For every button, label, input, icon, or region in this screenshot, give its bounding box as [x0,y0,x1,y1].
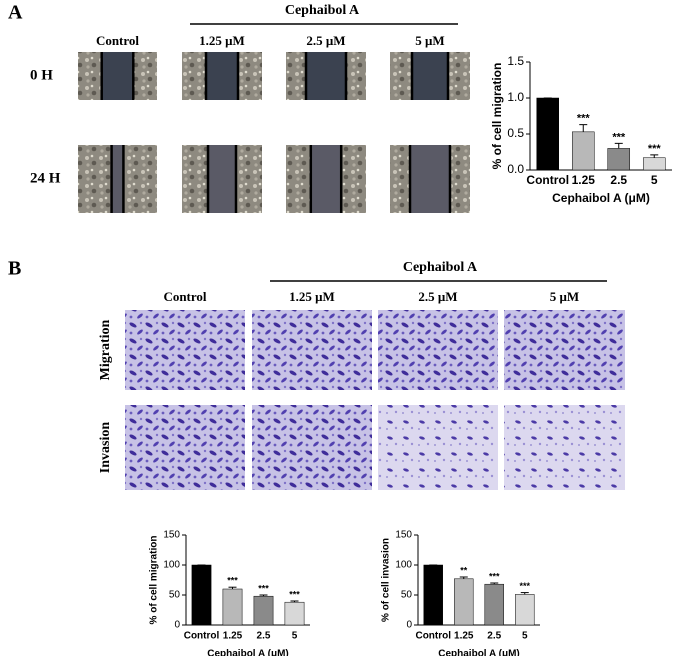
column-label: 5 μM [550,289,579,304]
significance: *** [612,131,626,143]
significance: *** [519,581,530,591]
scratch [111,145,124,213]
scratch [206,52,238,100]
row-label: 0 H [30,67,53,83]
column-label: 1.25 μM [199,33,245,48]
y-tick-label: 1.0 [507,90,524,104]
x-tick-label: Control [184,631,220,642]
scratch [306,52,346,100]
column-label: 1.25 μM [289,289,335,304]
bar [253,595,274,626]
scratch [410,145,450,213]
panel-label: A [8,2,23,24]
scratch [310,145,342,213]
x-axis-label: Cephaibol A (μM) [552,191,650,205]
row-label: Invasion [98,422,113,474]
bar [571,131,595,171]
y-tick-label: 1.5 [507,54,524,68]
x-tick-label: 5 [651,173,658,187]
scratch [101,52,134,100]
bar [484,583,504,626]
column-label: 2.5 μM [418,289,457,304]
x-tick-label: Control [526,173,569,187]
group-label: Cephaibol A [403,260,478,275]
y-tick-label: 100 [395,560,412,571]
bar [642,157,666,171]
y-axis-label: % of cell migration [149,536,160,625]
x-tick-label: 1.25 [572,173,596,187]
y-tick-label: 0 [174,620,180,631]
column-label: 5 μM [415,33,444,48]
micrograph [378,310,498,390]
scratch [208,145,236,213]
x-axis-label: Cephaibol A (μM) [207,649,288,656]
x-tick-label: 2.5 [487,631,501,642]
micrograph [125,405,245,490]
significance: *** [258,583,269,593]
x-axis-label: Cephaibol A (μM) [438,649,519,656]
y-tick-label: 0.5 [507,126,524,140]
y-tick-label: 100 [163,560,180,571]
bar [423,564,443,626]
significance: *** [289,589,300,599]
bar [284,601,305,626]
micrographs [78,52,625,490]
group-label: Cephaibol A [285,3,360,18]
x-tick-label: 5 [522,631,528,642]
micrograph [252,405,372,490]
x-tick-label: 5 [292,631,298,642]
significance: *** [577,113,591,125]
bar [191,564,212,626]
significance: *** [648,143,662,155]
y-tick-label: 150 [395,530,412,541]
significance: *** [489,571,500,581]
x-tick-label: 1.25 [223,631,243,642]
column-label: Control [163,289,206,304]
bar [607,148,631,171]
bar [454,578,474,626]
micrograph [252,310,372,390]
micrograph [378,405,498,490]
significance: *** [227,576,238,586]
micrograph [504,405,625,490]
x-tick-label: 2.5 [610,173,627,187]
y-tick-label: 150 [163,530,180,541]
y-tick-label: 50 [169,590,181,601]
y-axis-label: % of cell migration [490,63,504,170]
row-label: Migration [98,319,113,380]
bar [536,97,560,171]
panel-label: B [8,258,21,280]
y-axis-label: % of cell invasion [381,538,392,622]
micrograph [125,310,245,390]
bar [515,594,535,626]
x-tick-label: 2.5 [257,631,271,642]
y-tick-label: 50 [401,590,413,601]
scratch [412,52,448,100]
column-label: Control [96,33,139,48]
column-label: 2.5 μM [306,33,345,48]
y-tick-label: 0.0 [507,162,524,176]
x-tick-label: Control [415,631,451,642]
row-label: 24 H [30,170,61,186]
x-tick-label: 1.25 [454,631,474,642]
significance: ** [460,565,468,575]
y-tick-label: 0 [406,620,412,631]
bar [222,588,243,626]
micrograph [504,310,625,390]
